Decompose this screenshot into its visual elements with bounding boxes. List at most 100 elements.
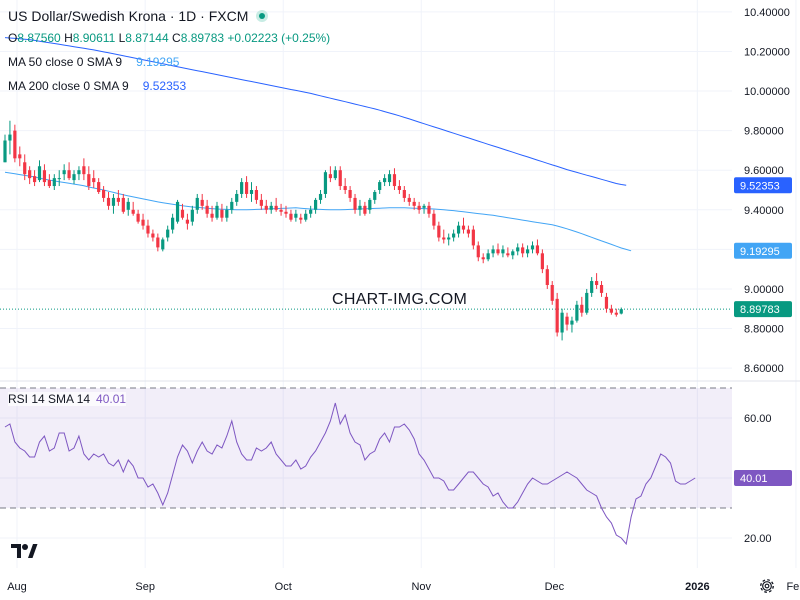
candle: [338, 166, 342, 190]
candle: [151, 229, 155, 242]
candle: [264, 199, 268, 214]
last-price-axis-badge-bg: [734, 301, 792, 318]
candle-body: [565, 316, 569, 325]
candle: [28, 166, 32, 185]
candle: [161, 237, 165, 252]
time-tick-label: 2026: [685, 581, 709, 593]
time-tick-label: Nov: [411, 581, 431, 593]
candle-body: [521, 247, 525, 254]
candle-body: [215, 205, 219, 218]
candle-body: [136, 213, 140, 222]
candle: [516, 243, 520, 256]
candle-body: [614, 312, 618, 315]
candle: [205, 199, 209, 218]
candle-body: [466, 229, 471, 234]
candle-body: [447, 237, 451, 240]
candle: [590, 277, 594, 297]
candle: [175, 199, 180, 224]
time-axis[interactable]: AugSepOctNovDec2026Feb23: [7, 581, 800, 593]
candle-body: [481, 257, 485, 260]
candle-body: [383, 178, 387, 183]
ma50-legend[interactable]: MA 50 close 0 SMA 9 9.19295: [8, 55, 179, 69]
last-price-axis-badge-text: 8.89783: [740, 304, 780, 316]
change-value: +0.02223 (+0.25%): [227, 31, 331, 45]
candle: [619, 307, 623, 315]
candle: [570, 316, 574, 333]
time-tick-label: Aug: [7, 581, 27, 593]
candle-body: [348, 190, 352, 198]
candle-body: [190, 209, 194, 222]
candle-body: [279, 209, 283, 212]
candle-body: [599, 285, 604, 293]
price-tick-label: 9.40000: [744, 205, 784, 217]
candle-body: [47, 180, 51, 187]
price-tick-label: 9.00000: [744, 284, 784, 296]
candle: [269, 201, 273, 214]
candle: [412, 197, 416, 210]
candle-body: [116, 197, 120, 202]
candle-body: [486, 253, 490, 260]
candle-body: [210, 213, 214, 218]
time-tick-label: Sep: [135, 581, 155, 593]
symbol-title[interactable]: US Dollar/Swedish Krona · 1D · FXCM: [8, 8, 269, 24]
price-axis[interactable]: 10.40000 10.20000 10.00000 9.80000 9.60000 9.…: [744, 7, 790, 375]
candle-body: [185, 219, 190, 224]
ma200-label: MA 200 close 0 SMA 9: [8, 79, 129, 93]
candle: [328, 166, 332, 183]
candle: [363, 201, 367, 216]
candle-body: [294, 213, 298, 218]
candle-body: [432, 213, 436, 226]
candle-body: [37, 166, 42, 181]
candle-body: [555, 298, 559, 333]
candle-body: [530, 245, 535, 250]
candle: [387, 170, 392, 187]
candle: [313, 197, 318, 214]
candle-body: [422, 205, 426, 208]
candle-body: [585, 292, 589, 313]
candle: [476, 241, 480, 262]
candle: [32, 170, 37, 187]
candle: [82, 158, 86, 181]
tradingview-logo-icon[interactable]: [10, 540, 38, 560]
rsi-band: [0, 388, 732, 508]
rsi-axis-badge: 40.01: [734, 469, 792, 486]
candle-body: [87, 174, 91, 187]
ma200-legend[interactable]: MA 200 close 0 SMA 9 9.52353: [8, 79, 186, 93]
price-tick-label: 9.60000: [744, 165, 784, 177]
candle: [62, 164, 66, 181]
candle-body: [309, 209, 313, 214]
candle: [614, 308, 618, 317]
price-tick-label: 10.00000: [744, 86, 790, 98]
gear-icon[interactable]: [757, 576, 777, 596]
candle: [23, 154, 27, 181]
candle-body: [604, 296, 609, 309]
candle: [585, 288, 589, 315]
time-tick-label: Oct: [275, 581, 292, 593]
ma50-axis-badge: 9.19295: [734, 242, 792, 259]
candle: [343, 178, 347, 194]
price-tick-label: 9.80000: [744, 126, 784, 138]
ma50-axis-badge-bg: [734, 242, 792, 259]
candle-body: [23, 162, 27, 175]
candle-body: [52, 178, 56, 187]
ma50-label: MA 50 close 0 SMA 9: [8, 55, 123, 69]
candle-body: [141, 219, 145, 226]
candle-body: [131, 209, 135, 214]
watermark: CHART-IMG.COM: [332, 291, 468, 308]
candle: [47, 174, 51, 189]
candle-body: [496, 249, 500, 254]
candle-body: [501, 249, 505, 254]
candle-body: [249, 190, 254, 194]
candle: [259, 193, 263, 210]
candle-body: [205, 205, 209, 214]
high-label: H: [64, 31, 73, 45]
candle-body: [28, 170, 32, 179]
candle: [530, 241, 535, 254]
candle-body: [338, 170, 342, 187]
rsi-legend[interactable]: RSI 14 SMA 14 40.01: [8, 392, 127, 406]
candle-body: [67, 170, 71, 179]
candle: [447, 233, 451, 246]
candle-body: [225, 209, 229, 218]
candle-body: [590, 281, 594, 293]
